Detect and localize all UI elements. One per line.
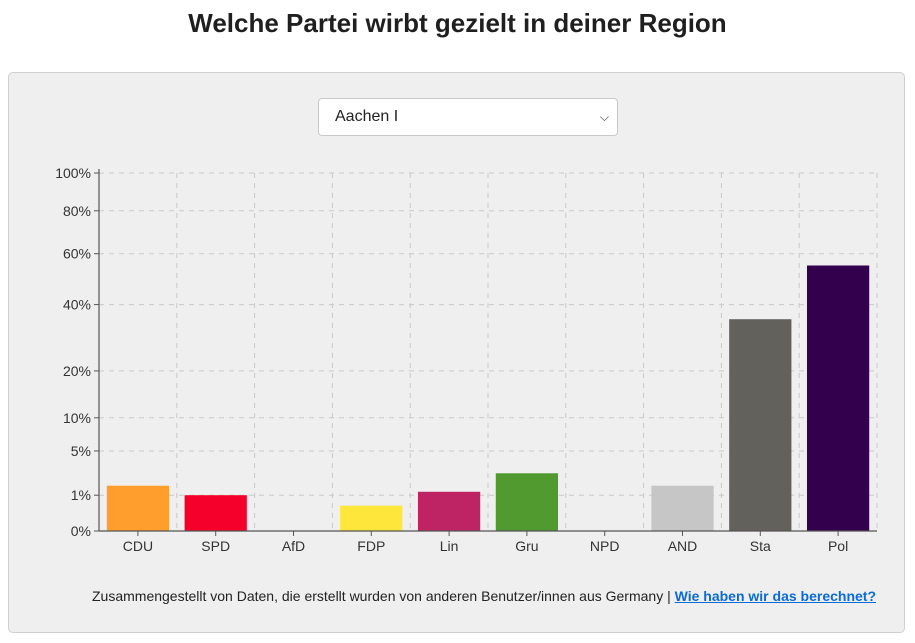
x-tick-label: Pol [828, 538, 848, 554]
y-tick-label: 10% [63, 410, 91, 426]
bar-lin [417, 491, 481, 531]
x-tick-label: Sta [750, 538, 771, 554]
y-tick-label: 40% [63, 297, 91, 313]
bar-chart: 0% 1% 5% 10% 20% 40% 60% 80% 100% CDU SPD AfD FDP Lin… [55, 165, 878, 554]
bar-fdp [340, 505, 403, 531]
bar-gru [495, 473, 559, 531]
y-tick-label: 80% [63, 203, 91, 219]
y-tick-label: 1% [71, 487, 91, 503]
bar-spd [184, 495, 247, 531]
bar-and [651, 485, 714, 531]
x-tick-label: NPD [590, 538, 620, 554]
x-tick-label: Gru [515, 538, 538, 554]
x-tick-label: Lin [440, 538, 459, 554]
bar-sta [729, 319, 792, 531]
y-tick-label: 0% [71, 523, 91, 539]
x-tick-label: AND [668, 538, 698, 554]
bar-pol [806, 265, 870, 531]
y-tick-label: 5% [71, 443, 91, 459]
bar-cdu [106, 485, 170, 531]
x-tick-label: CDU [123, 538, 153, 554]
footer: Zusammengestellt von Daten, die erstellt… [92, 588, 876, 604]
methodology-link[interactable]: Wie haben wir das berechnet? [674, 588, 876, 604]
x-tick-label: FDP [357, 538, 385, 554]
region-select-value: Aachen I [335, 108, 399, 125]
x-tick-label: SPD [201, 538, 230, 554]
y-tick-label: 100% [55, 165, 91, 181]
page-title: Welche Partei wirbt gezielt in deiner Re… [188, 8, 727, 38]
y-tick-label: 60% [63, 246, 91, 262]
x-tick-label: AfD [282, 538, 305, 554]
region-select[interactable]: Aachen I ⌵ [318, 98, 618, 136]
y-tick-label: 20% [63, 363, 91, 379]
chevron-down-icon: ⌵ [599, 110, 609, 124]
chart-panel: Aachen I ⌵ 0% 1% 5% 10% 20% 40% 60% 80% 100% CDU S… [8, 72, 905, 633]
footer-text: Zusammengestellt von Daten, die erstellt… [92, 588, 671, 604]
